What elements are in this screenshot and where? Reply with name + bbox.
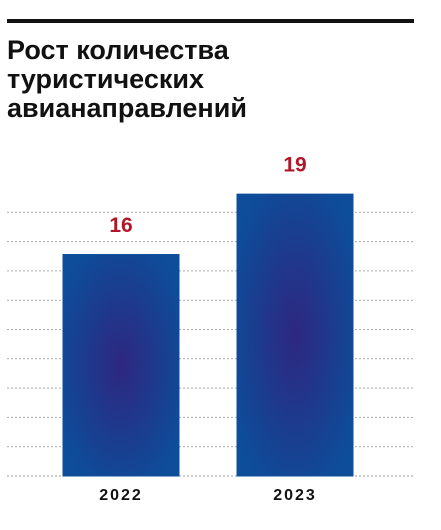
bar <box>62 254 180 477</box>
chart-title: Рост количества туристических авианаправ… <box>7 35 247 123</box>
value-label: 19 <box>283 154 306 177</box>
value-label: 16 <box>109 214 132 237</box>
x-tick-label: 2022 <box>99 487 143 504</box>
top-rule <box>7 19 414 23</box>
x-tick-label: 2023 <box>273 487 317 504</box>
bar <box>236 193 354 477</box>
